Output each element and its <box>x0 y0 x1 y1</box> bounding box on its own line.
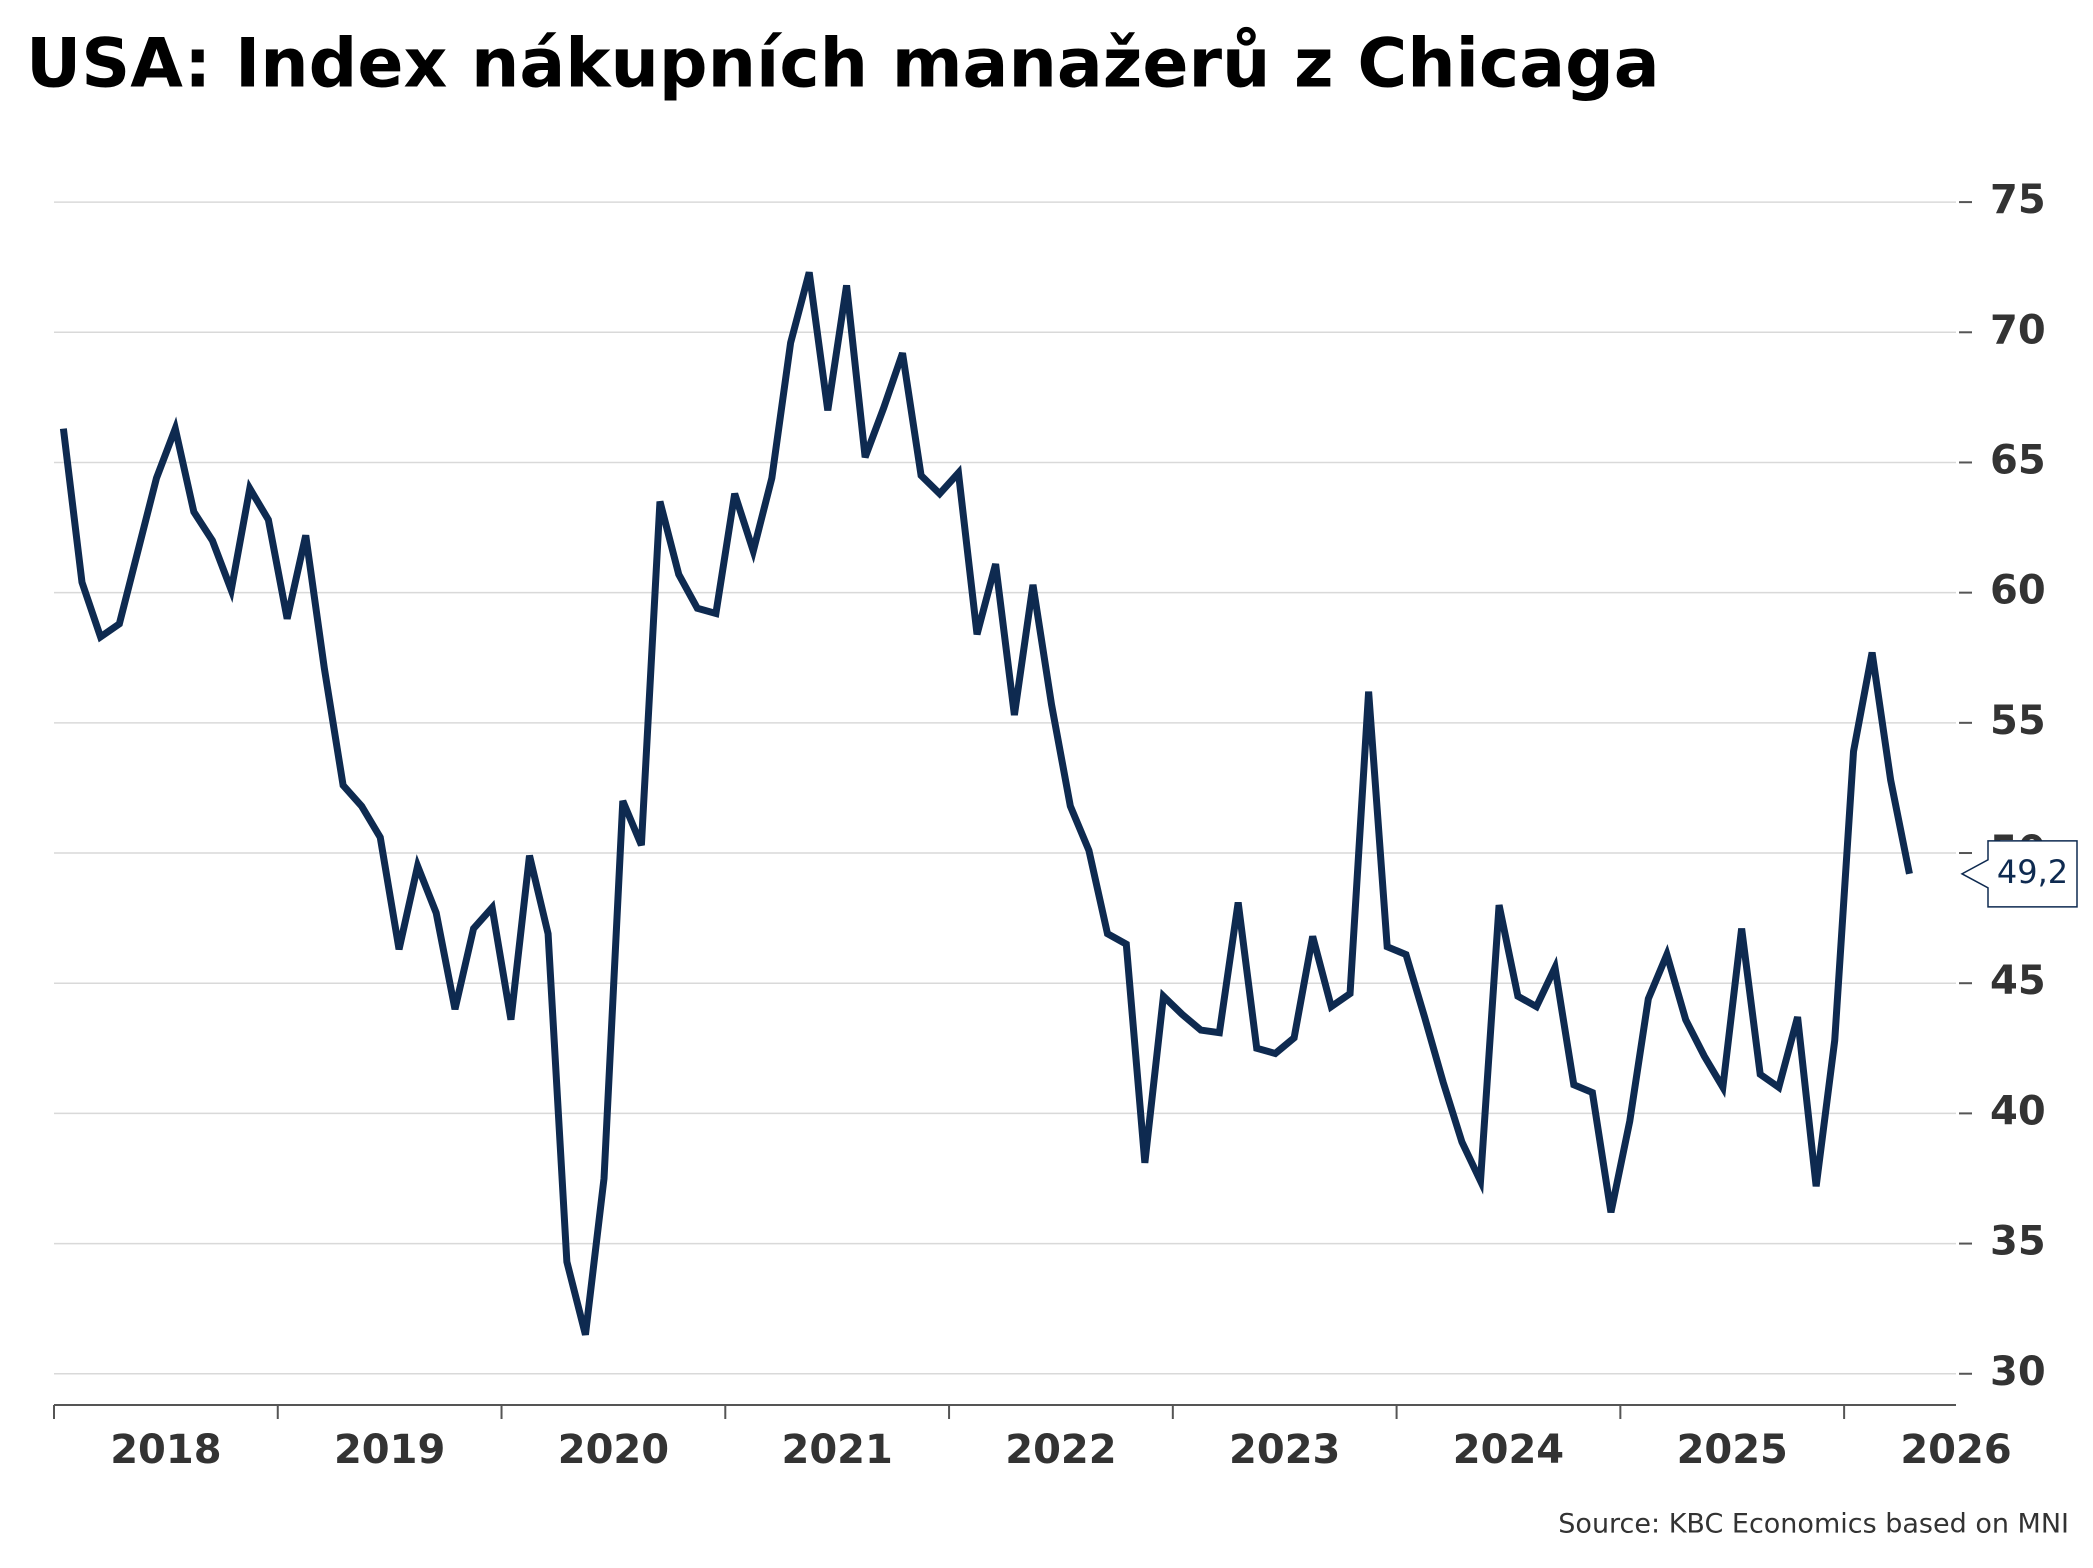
x-tick-label: 2025 <box>1677 1427 1788 1473</box>
end-label-box <box>1960 840 2078 908</box>
chart-title: USA: Index nákupních manažerů z Chicaga <box>26 25 1660 104</box>
y-tick-label: 55 <box>1990 698 2046 744</box>
y-tick-label: 75 <box>1990 177 2046 223</box>
y-tick-label: 45 <box>1990 958 2046 1004</box>
series-line <box>59 271 1913 1336</box>
end-label: 49,2 <box>1997 853 2068 891</box>
x-tick-label: 2024 <box>1453 1427 1564 1473</box>
x-tick-label: 2020 <box>558 1427 669 1473</box>
x-tick-label: 2021 <box>782 1427 893 1473</box>
source-note: Source: KBC Economics based on MNI <box>1558 1509 2069 1540</box>
y-tick-label: 40 <box>1990 1088 2046 1134</box>
y-tick-label: 35 <box>1990 1219 2046 1265</box>
y-tick-label: 30 <box>1990 1349 2046 1395</box>
x-tick-label: 2019 <box>334 1427 445 1473</box>
x-tick-label: 2023 <box>1229 1427 1340 1473</box>
x-tick-label: 2026 <box>1900 1427 2011 1473</box>
y-tick-label: 60 <box>1990 568 2046 614</box>
x-tick-label: 2022 <box>1005 1427 1116 1473</box>
y-tick-label: 70 <box>1990 307 2046 353</box>
y-tick-label: 65 <box>1990 437 2046 483</box>
x-tick-label: 2018 <box>110 1427 221 1473</box>
